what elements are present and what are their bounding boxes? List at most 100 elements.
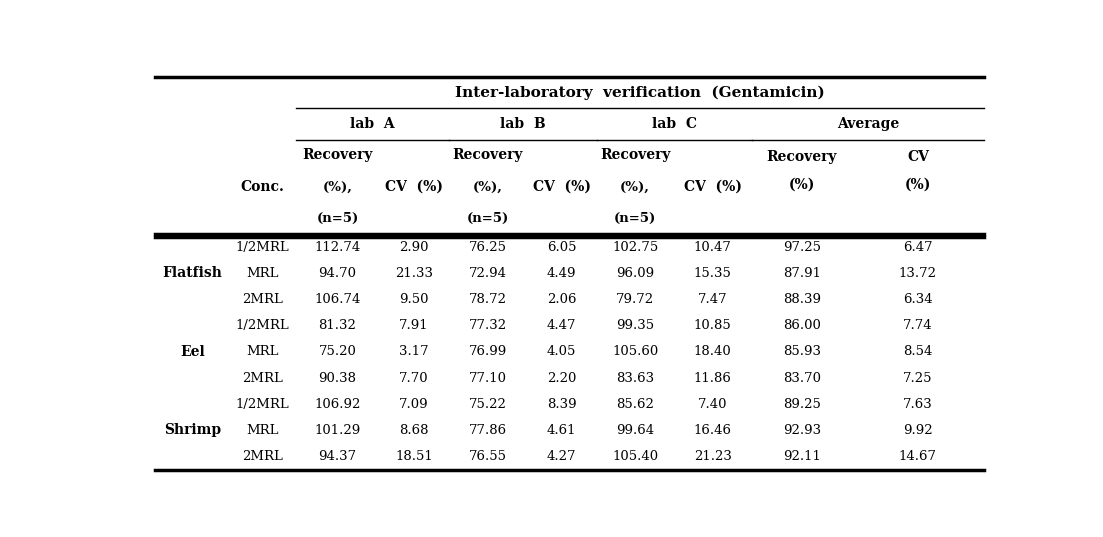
Text: Recovery: Recovery: [452, 148, 523, 162]
Text: 99.64: 99.64: [615, 424, 654, 437]
Text: 6.05: 6.05: [547, 241, 577, 253]
Text: 6.47: 6.47: [903, 241, 933, 253]
Text: 83.63: 83.63: [615, 372, 654, 384]
Text: 4.61: 4.61: [547, 424, 577, 437]
Text: Inter-laboratory  verification  (Gentamicin): Inter-laboratory verification (Gentamici…: [456, 85, 825, 100]
Text: Shrimp: Shrimp: [163, 423, 221, 437]
Text: 94.37: 94.37: [319, 450, 356, 463]
Text: 4.27: 4.27: [547, 450, 577, 463]
Text: Recovery: Recovery: [600, 148, 671, 162]
Text: 105.60: 105.60: [612, 345, 658, 358]
Text: 92.93: 92.93: [783, 424, 821, 437]
Text: 77.86: 77.86: [469, 424, 507, 437]
Text: lab  A: lab A: [351, 117, 395, 131]
Text: MRL: MRL: [246, 345, 279, 358]
Text: 4.49: 4.49: [547, 267, 577, 280]
Text: 7.40: 7.40: [698, 398, 727, 411]
Text: 2.20: 2.20: [547, 372, 577, 384]
Text: Conc.: Conc.: [240, 180, 285, 194]
Text: 7.47: 7.47: [698, 293, 727, 306]
Text: 21.33: 21.33: [395, 267, 433, 280]
Text: 76.25: 76.25: [469, 241, 507, 253]
Text: (n=5): (n=5): [467, 212, 508, 225]
Text: 10.85: 10.85: [694, 319, 731, 332]
Text: Recovery: Recovery: [302, 148, 373, 162]
Text: Average: Average: [837, 117, 899, 131]
Text: 72.94: 72.94: [469, 267, 507, 280]
Text: 7.09: 7.09: [399, 398, 429, 411]
Text: 78.72: 78.72: [469, 293, 507, 306]
Text: 101.29: 101.29: [314, 424, 361, 437]
Text: 94.70: 94.70: [319, 267, 356, 280]
Text: (%),: (%),: [620, 180, 650, 193]
Text: 92.11: 92.11: [783, 450, 821, 463]
Text: 4.05: 4.05: [547, 345, 577, 358]
Text: 2MRL: 2MRL: [243, 450, 283, 463]
Text: 1/2MRL: 1/2MRL: [236, 398, 290, 411]
Text: 76.99: 76.99: [469, 345, 507, 358]
Text: 76.55: 76.55: [469, 450, 507, 463]
Text: 1/2MRL: 1/2MRL: [236, 319, 290, 332]
Text: Recovery: Recovery: [767, 150, 837, 164]
Text: (%): (%): [904, 178, 931, 192]
Text: 97.25: 97.25: [783, 241, 821, 253]
Text: CV  (%): CV (%): [684, 180, 741, 194]
Text: 10.47: 10.47: [694, 241, 731, 253]
Text: 7.74: 7.74: [903, 319, 933, 332]
Text: 77.10: 77.10: [469, 372, 507, 384]
Text: Flatfish: Flatfish: [162, 266, 222, 280]
Text: 102.75: 102.75: [612, 241, 658, 253]
Text: (n=5): (n=5): [317, 212, 358, 225]
Text: 18.40: 18.40: [694, 345, 731, 358]
Text: Eel: Eel: [180, 345, 205, 359]
Text: 3.17: 3.17: [399, 345, 429, 358]
Text: 9.92: 9.92: [903, 424, 933, 437]
Text: 106.92: 106.92: [314, 398, 361, 411]
Text: (%),: (%),: [473, 180, 503, 193]
Text: 9.50: 9.50: [399, 293, 429, 306]
Text: 75.20: 75.20: [319, 345, 356, 358]
Text: 75.22: 75.22: [469, 398, 506, 411]
Text: 7.91: 7.91: [399, 319, 429, 332]
Text: 96.09: 96.09: [615, 267, 654, 280]
Text: 16.46: 16.46: [694, 424, 731, 437]
Text: 7.63: 7.63: [903, 398, 933, 411]
Text: lab  B: lab B: [501, 117, 546, 131]
Text: CV  (%): CV (%): [533, 180, 591, 194]
Text: 99.35: 99.35: [615, 319, 654, 332]
Text: 21.23: 21.23: [694, 450, 731, 463]
Text: (%),: (%),: [322, 180, 352, 193]
Text: (%): (%): [789, 178, 815, 192]
Text: (n=5): (n=5): [614, 212, 656, 225]
Text: 15.35: 15.35: [694, 267, 731, 280]
Text: 18.51: 18.51: [395, 450, 433, 463]
Text: 89.25: 89.25: [783, 398, 821, 411]
Text: 11.86: 11.86: [694, 372, 731, 384]
Text: 87.91: 87.91: [783, 267, 821, 280]
Text: 2MRL: 2MRL: [243, 372, 283, 384]
Text: 106.74: 106.74: [314, 293, 361, 306]
Text: 2MRL: 2MRL: [243, 293, 283, 306]
Text: 85.93: 85.93: [783, 345, 821, 358]
Text: 7.25: 7.25: [903, 372, 932, 384]
Text: 105.40: 105.40: [612, 450, 658, 463]
Text: 2.06: 2.06: [547, 293, 577, 306]
Text: lab  C: lab C: [652, 117, 697, 131]
Text: 13.72: 13.72: [899, 267, 936, 280]
Text: 8.54: 8.54: [903, 345, 932, 358]
Text: CV  (%): CV (%): [385, 180, 443, 194]
Text: 90.38: 90.38: [319, 372, 356, 384]
Text: 8.39: 8.39: [547, 398, 577, 411]
Text: 86.00: 86.00: [783, 319, 821, 332]
Text: 81.32: 81.32: [319, 319, 356, 332]
Text: 7.70: 7.70: [399, 372, 429, 384]
Text: 8.68: 8.68: [399, 424, 429, 437]
Text: 88.39: 88.39: [783, 293, 821, 306]
Text: MRL: MRL: [246, 424, 279, 437]
Text: 83.70: 83.70: [783, 372, 821, 384]
Text: MRL: MRL: [246, 267, 279, 280]
Text: CV: CV: [907, 150, 929, 164]
Text: 77.32: 77.32: [469, 319, 507, 332]
Text: 1/2MRL: 1/2MRL: [236, 241, 290, 253]
Text: 6.34: 6.34: [903, 293, 933, 306]
